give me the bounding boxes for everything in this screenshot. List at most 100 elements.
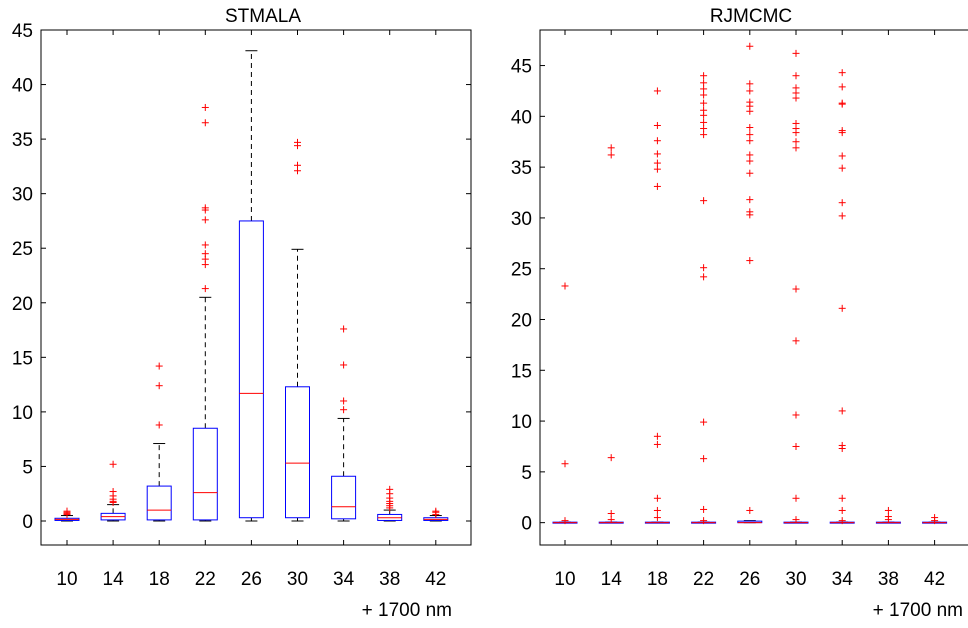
y-tick-label: 35: [511, 158, 532, 179]
y-tick-label: 40: [511, 107, 532, 128]
x-offset-note: + 1700 nm: [362, 600, 452, 621]
outlier-marker: [700, 197, 708, 205]
x-tick-label: 30: [785, 569, 806, 590]
outlier-marker: [884, 513, 892, 521]
y-tick-label: 20: [12, 294, 33, 315]
box-plot-26: [737, 42, 763, 524]
y-tick-label: 45: [12, 21, 33, 42]
outlier-marker: [746, 208, 754, 216]
outlier-marker: [155, 362, 163, 370]
box-plot-10: [552, 282, 578, 525]
outlier-marker: [201, 250, 209, 258]
box-plot-22: [192, 103, 218, 522]
plot-area: 0 5 10 15 20 25 30 35 40 45 10 14 18 22 26 30 34 38 42: [12, 21, 471, 590]
x-tick-label: 42: [924, 569, 945, 590]
outlier-marker: [700, 418, 708, 426]
outlier-marker: [700, 72, 708, 80]
outlier-marker: [792, 494, 800, 502]
outlier-marker: [155, 382, 163, 390]
y-tick-label: 0: [521, 514, 532, 535]
outlier-marker: [700, 517, 708, 525]
x-offset-note: + 1700 nm: [873, 600, 963, 621]
outlier-marker: [432, 507, 440, 515]
outlier-marker: [838, 517, 846, 525]
outlier-marker: [746, 169, 754, 177]
x-tick-label: 14: [601, 569, 623, 590]
box-plot-30: [285, 138, 310, 522]
box-plot-14: [100, 460, 126, 522]
outlier-marker: [838, 152, 846, 160]
box-plot-18: [644, 87, 670, 524]
outlier-marker: [746, 257, 754, 265]
y-tick-label: 35: [12, 130, 33, 151]
outlier-marker: [931, 514, 939, 522]
outlier-marker: [700, 455, 708, 463]
axes-frame: [539, 29, 968, 546]
x-tick-label: 18: [647, 569, 668, 590]
outlier-marker: [700, 85, 708, 93]
outlier-marker: [792, 285, 800, 293]
x-tick-label: 38: [878, 569, 899, 590]
outlier-marker: [201, 285, 209, 293]
outlier-marker: [607, 454, 615, 462]
outlier-marker: [746, 87, 754, 95]
outlier-marker: [746, 506, 754, 514]
iqr-box: [285, 386, 310, 519]
y-tick-label: 40: [12, 76, 33, 97]
outlier-marker: [201, 204, 209, 212]
outlier-marker: [607, 516, 615, 524]
outlier-marker: [838, 164, 846, 172]
outlier-marker: [340, 361, 348, 369]
outlier-marker: [746, 157, 754, 165]
iqr-box: [192, 427, 218, 521]
outlier-marker: [653, 432, 661, 440]
x-tick-label: 26: [739, 569, 760, 590]
outlier-marker: [201, 241, 209, 249]
outlier-marker: [340, 406, 348, 414]
x-tick-label: 18: [149, 569, 170, 590]
y-tick-label: 10: [511, 412, 532, 433]
outlier-marker: [792, 138, 800, 146]
box-plot-42: [423, 507, 449, 522]
x-tick-label: 14: [103, 569, 125, 590]
outlier-marker: [386, 485, 394, 493]
outlier-marker: [653, 121, 661, 129]
y-tick-label: 10: [12, 403, 33, 424]
outlier-marker: [561, 517, 569, 525]
outlier-marker: [700, 91, 708, 99]
outlier-marker: [792, 49, 800, 57]
x-tick-label: 30: [287, 569, 308, 590]
outlier-marker: [700, 106, 708, 114]
axes-frame: [40, 29, 472, 546]
outlier-marker: [792, 337, 800, 345]
outlier-marker: [884, 506, 892, 514]
outlier-marker: [201, 216, 209, 224]
box-plot-42: [922, 514, 948, 525]
outlier-marker: [294, 161, 301, 169]
x-tick-label: 42: [425, 569, 446, 590]
outlier-marker: [653, 506, 661, 514]
outlier-marker: [340, 325, 348, 333]
outlier-marker: [340, 397, 348, 405]
x-tick-label: 34: [333, 569, 355, 590]
outlier-marker: [653, 494, 661, 502]
x-tick-label: 34: [832, 569, 854, 590]
outlier-marker: [653, 440, 661, 448]
box-plot-34: [331, 325, 357, 522]
y-tick-label: 30: [511, 209, 532, 230]
outlier-marker: [700, 273, 708, 281]
x-tick-label: 22: [693, 569, 714, 590]
box-plot-22: [691, 72, 717, 525]
outlier-marker: [109, 460, 117, 468]
outlier-marker: [607, 151, 615, 159]
box-plot-34: [829, 69, 855, 525]
outlier-marker: [700, 125, 708, 133]
plot-area: 0 5 10 15 20 25 30 35 40 45 10 14 18 22 26 30 34 38 42: [511, 30, 948, 590]
outlier-marker: [746, 124, 754, 132]
outlier-marker: [561, 460, 569, 468]
outlier-marker: [653, 150, 661, 158]
stmala-panel: STMALA 0 5 10 15 20 25 30 35 40 45 10 14 18 22 26 30 34 3…: [12, 6, 472, 621]
outlier-marker: [838, 494, 846, 502]
y-tick-label: 0: [22, 512, 33, 533]
outlier-marker: [792, 516, 800, 524]
